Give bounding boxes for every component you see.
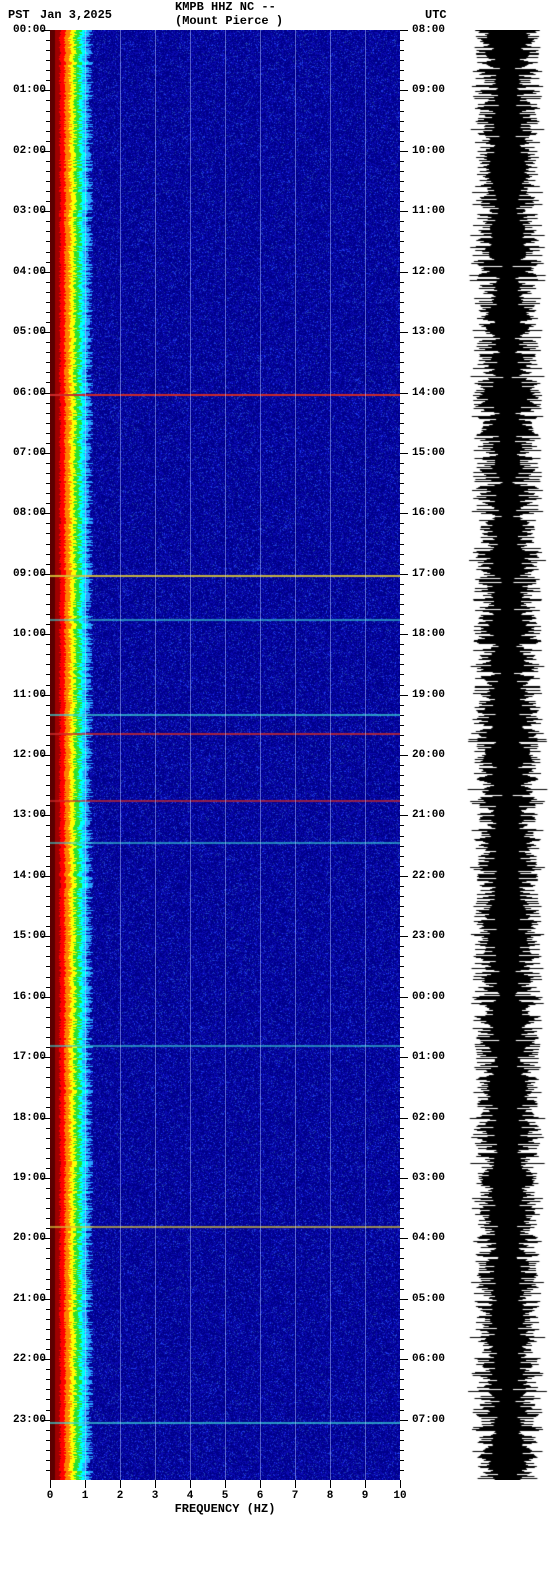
- utc-hour-label: 16:00: [412, 507, 445, 519]
- x-tick-label: 6: [257, 1490, 264, 1502]
- x-tick-label: 2: [117, 1490, 124, 1502]
- utc-hour-label: 01:00: [412, 1051, 445, 1063]
- utc-hour-label: 03:00: [412, 1172, 445, 1184]
- x-tick-label: 7: [292, 1490, 299, 1502]
- grid-line: [190, 30, 191, 1480]
- utc-hour-label: 12:00: [412, 266, 445, 278]
- y-axis-pst: 00:0001:0002:0003:0004:0005:0006:0007:00…: [0, 30, 50, 1480]
- grid-line: [295, 30, 296, 1480]
- grid-line: [120, 30, 121, 1480]
- grid-line: [330, 30, 331, 1480]
- plot-area: 00:00 01:00 02:00 03:00 04:00 05:00 06:00 07:00…: [0, 30, 552, 1530]
- utc-hour-label: 04:00: [412, 1232, 445, 1244]
- seismogram: [465, 30, 550, 1480]
- seismogram-canvas: [465, 30, 550, 1480]
- utc-hour-label: 13:00: [412, 326, 445, 338]
- utc-hour-label: 21:00: [412, 809, 445, 821]
- utc-hour-label: 11:00: [412, 205, 445, 217]
- utc-hour-label: 00:00: [412, 991, 445, 1003]
- utc-hour-label: 19:00: [412, 689, 445, 701]
- x-tick-label: 1: [82, 1490, 89, 1502]
- utc-hour-label: 17:00: [412, 568, 445, 580]
- utc-hour-label: 20:00: [412, 749, 445, 761]
- station-name: (Mount Pierce ): [175, 14, 283, 28]
- x-axis-title: FREQUENCY (HZ): [175, 1502, 276, 1516]
- x-tick-label: 3: [152, 1490, 159, 1502]
- y-axis-utc: 08:0009:0010:0011:0012:0013:0014:0015:00…: [400, 30, 455, 1480]
- x-tick-label: 0: [47, 1490, 54, 1502]
- x-tick-label: 4: [187, 1490, 194, 1502]
- utc-hour-label: 18:00: [412, 628, 445, 640]
- utc-hour-label: 23:00: [412, 930, 445, 942]
- tz-left: PST: [8, 8, 30, 22]
- utc-hour-label: 02:00: [412, 1112, 445, 1124]
- x-axis: FREQUENCY (HZ) 012345678910: [50, 1480, 400, 1530]
- grid-line: [85, 30, 86, 1480]
- utc-hour-label: 15:00: [412, 447, 445, 459]
- tz-right: UTC: [425, 8, 447, 22]
- x-tick-label: 9: [362, 1490, 369, 1502]
- utc-hour-label: 22:00: [412, 870, 445, 882]
- header: PST Jan 3,2025 KMPB HHZ NC -- (Mount Pie…: [0, 0, 552, 30]
- utc-hour-label: 05:00: [412, 1293, 445, 1305]
- utc-hour-label: 07:00: [412, 1414, 445, 1426]
- grid-line: [155, 30, 156, 1480]
- utc-hour-label: 14:00: [412, 387, 445, 399]
- grid-line: [365, 30, 366, 1480]
- utc-hour-label: 10:00: [412, 145, 445, 157]
- grid-line: [225, 30, 226, 1480]
- utc-hour-label: 08:00: [412, 24, 445, 36]
- spectrogram: [50, 30, 400, 1480]
- x-tick-label: 10: [393, 1490, 406, 1502]
- date: Jan 3,2025: [40, 8, 112, 22]
- x-tick-label: 8: [327, 1490, 334, 1502]
- utc-hour-label: 06:00: [412, 1353, 445, 1365]
- utc-hour-label: 09:00: [412, 84, 445, 96]
- station-code: KMPB HHZ NC --: [175, 0, 276, 14]
- x-tick-label: 5: [222, 1490, 229, 1502]
- grid-line: [260, 30, 261, 1480]
